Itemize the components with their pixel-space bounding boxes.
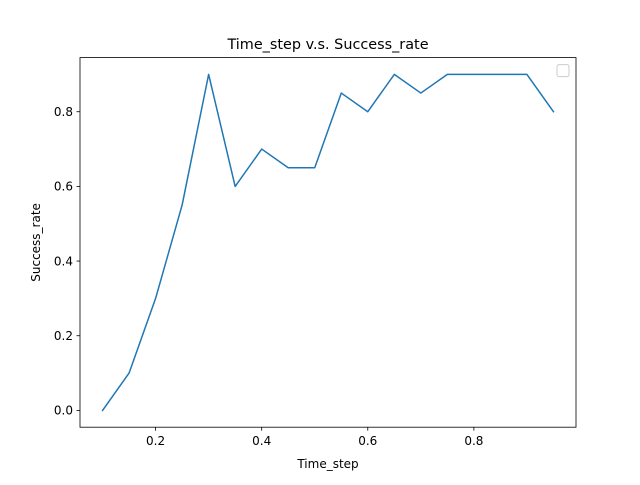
x-tick-label: 0.8: [464, 434, 483, 448]
y-tick-label: 0.0: [54, 404, 73, 418]
plot-area: [80, 57, 576, 428]
y-tick-label: 0.8: [54, 105, 73, 119]
series-layer: [101, 73, 555, 412]
x-tick-label: 0.2: [146, 434, 165, 448]
chart-title: Time_step v.s. Success_rate: [226, 37, 428, 53]
x-tick-label: 0.6: [358, 434, 377, 448]
y-axis-label: Success_rate: [29, 203, 43, 282]
legend-box: [556, 64, 570, 78]
y-tick-label: 0.2: [54, 329, 73, 343]
x-tick-label: 0.4: [252, 434, 271, 448]
y-tick-label: 0.6: [54, 180, 73, 194]
ticks: 0.2 0.4 0.6 0.8 0.0 0.2 0.4 0.6 0.8: [54, 105, 484, 448]
x-axis-label: Time_step: [296, 457, 358, 471]
plot-frame: [79, 57, 577, 428]
y-tick-label: 0.4: [54, 254, 73, 268]
series-line: [101, 73, 555, 412]
legend: [556, 64, 570, 78]
